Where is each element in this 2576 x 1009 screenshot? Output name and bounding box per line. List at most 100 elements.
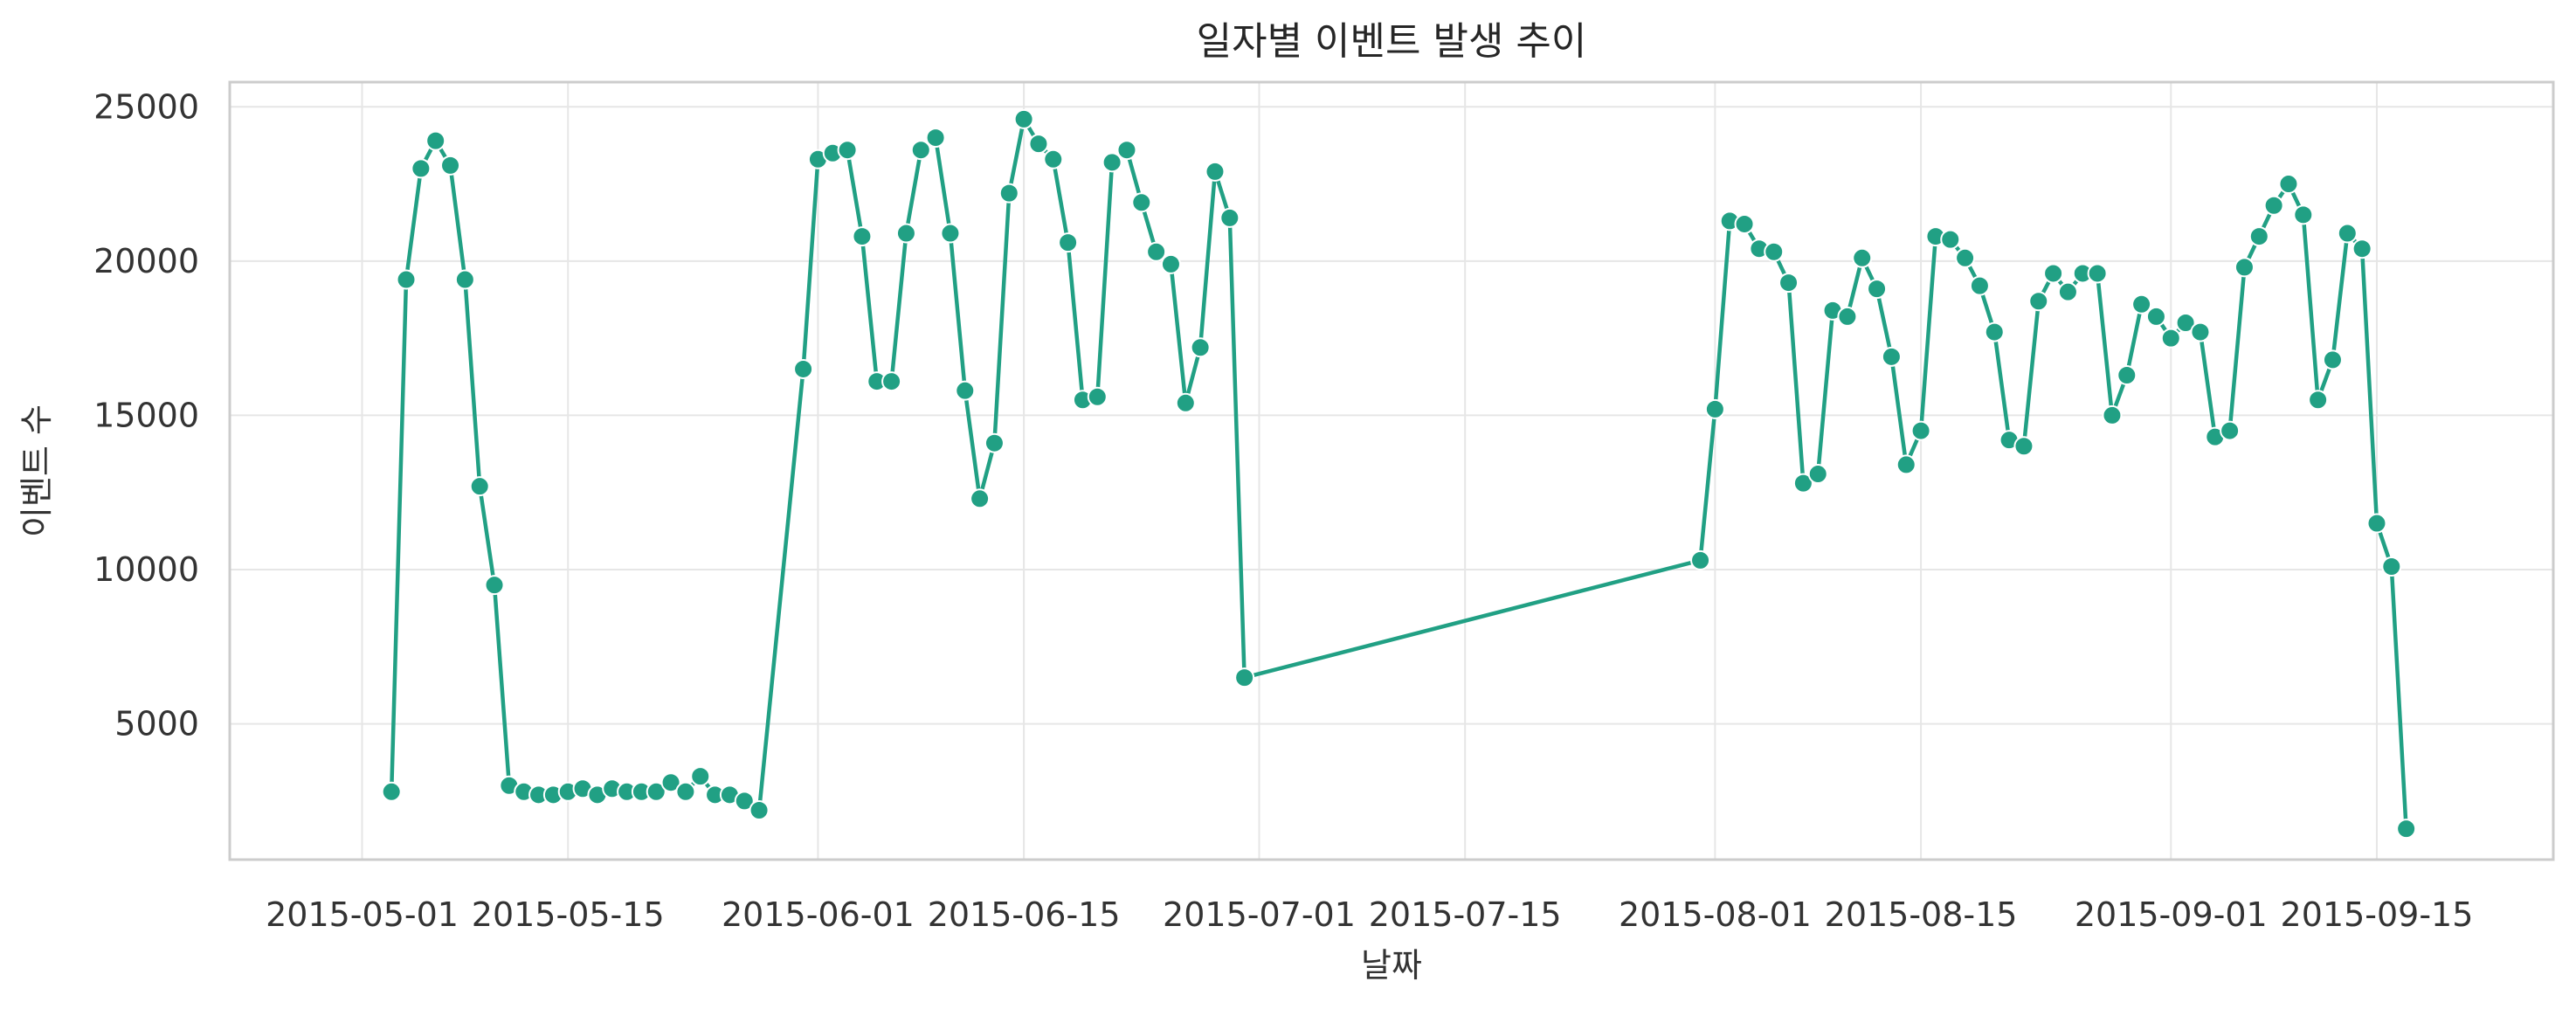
data-point-99: [2308, 390, 2329, 411]
data-point-34: [910, 140, 931, 161]
data-point-104: [2381, 556, 2402, 577]
data-point-40: [998, 183, 1019, 204]
x-tick-label-6: 2015-08-01: [1619, 895, 1812, 934]
y-tick-label-2: 15000: [93, 396, 199, 434]
data-point-80: [2028, 291, 2049, 312]
data-point-64: [1792, 473, 1813, 494]
data-point-102: [2352, 238, 2372, 259]
y-axis-label: 이벤트 수: [17, 404, 56, 537]
data-point-52: [1175, 392, 1196, 413]
data-point-77: [1984, 321, 2005, 342]
data-point-79: [2013, 436, 2034, 457]
data-point-60: [1734, 213, 1755, 234]
data-point-50: [1146, 241, 1167, 262]
data-point-41: [1013, 108, 1034, 129]
data-point-2: [411, 158, 432, 179]
data-point-71: [1896, 454, 1916, 475]
x-tick-label-5: 2015-07-15: [1369, 895, 1562, 934]
data-point-70: [1881, 346, 1902, 367]
data-point-93: [2220, 420, 2241, 441]
data-point-5: [454, 269, 475, 290]
data-point-51: [1160, 253, 1181, 274]
data-point-24: [734, 791, 755, 812]
data-point-29: [837, 140, 858, 161]
data-point-67: [1837, 306, 1858, 327]
data-point-101: [2337, 223, 2358, 244]
data-point-1: [396, 269, 417, 290]
data-point-103: [2366, 513, 2387, 534]
data-point-6: [469, 476, 490, 497]
data-point-68: [1852, 247, 1873, 268]
y-axis: 5000 10000 15000 20000 25000: [93, 87, 199, 743]
data-point-36: [940, 223, 961, 244]
data-point-91: [2190, 321, 2211, 342]
data-point-96: [2263, 195, 2284, 216]
data-point-18: [646, 781, 666, 802]
data-point-48: [1116, 140, 1137, 161]
data-point-44: [1058, 232, 1079, 253]
data-point-82: [2057, 281, 2078, 302]
data-point-25: [749, 799, 770, 820]
data-point-26: [793, 358, 814, 379]
data-point-57: [1690, 549, 1711, 570]
data-point-38: [970, 488, 991, 509]
data-point-46: [1087, 386, 1108, 407]
data-point-97: [2278, 174, 2299, 195]
x-tick-label-3: 2015-06-15: [928, 895, 1121, 934]
data-point-85: [2102, 404, 2123, 425]
data-point-3: [425, 130, 446, 151]
data-point-65: [1807, 464, 1828, 485]
y-tick-label-3: 20000: [93, 242, 199, 280]
x-axis-label: 날짜: [1361, 946, 1422, 985]
series-events: [381, 108, 2417, 840]
data-point-4: [440, 155, 461, 176]
data-point-47: [1102, 152, 1122, 173]
data-point-81: [2043, 263, 2064, 284]
data-point-0: [381, 781, 402, 802]
data-point-62: [1764, 241, 1785, 262]
data-point-74: [1940, 229, 1961, 250]
x-tick-label-2: 2015-06-01: [722, 895, 915, 934]
data-point-94: [2234, 257, 2255, 278]
data-point-75: [1955, 247, 1976, 268]
x-tick-label-7: 2015-08-15: [1825, 895, 2018, 934]
grid: [230, 82, 2553, 860]
data-point-54: [1205, 161, 1226, 182]
data-point-95: [2248, 226, 2269, 247]
y-tick-label-1: 10000: [93, 550, 199, 589]
data-point-35: [925, 128, 946, 149]
data-point-55: [1219, 207, 1240, 228]
data-point-39: [984, 432, 1005, 453]
x-axis: 2015-05-01 2015-05-15 2015-06-01 2015-06-15…: [266, 895, 2473, 934]
data-point-32: [881, 371, 902, 392]
y-tick-label-4: 25000: [93, 87, 199, 126]
data-point-63: [1778, 273, 1799, 294]
data-point-88: [2145, 306, 2166, 327]
x-tick-label-8: 2015-09-01: [2075, 895, 2268, 934]
data-point-56: [1234, 667, 1255, 688]
data-point-43: [1043, 149, 1064, 169]
data-point-58: [1704, 398, 1725, 419]
data-point-100: [2322, 349, 2343, 370]
data-point-72: [1910, 420, 1931, 441]
data-point-42: [1028, 134, 1049, 155]
data-point-37: [955, 380, 976, 401]
data-point-30: [852, 226, 873, 247]
data-point-33: [895, 223, 916, 244]
data-point-20: [675, 781, 696, 802]
data-point-98: [2293, 204, 2314, 225]
data-point-21: [690, 766, 711, 787]
data-point-69: [1867, 279, 1888, 300]
data-point-7: [484, 575, 505, 596]
x-tick-label-1: 2015-05-15: [472, 895, 665, 934]
x-tick-label-0: 2015-05-01: [266, 895, 459, 934]
x-tick-label-9: 2015-09-15: [2281, 895, 2474, 934]
data-point-87: [2131, 294, 2152, 314]
data-point-86: [2117, 365, 2137, 386]
plot-frame: [228, 80, 2555, 861]
data-point-53: [1190, 337, 1211, 358]
data-point-49: [1131, 192, 1152, 213]
data-point-84: [2087, 263, 2108, 284]
